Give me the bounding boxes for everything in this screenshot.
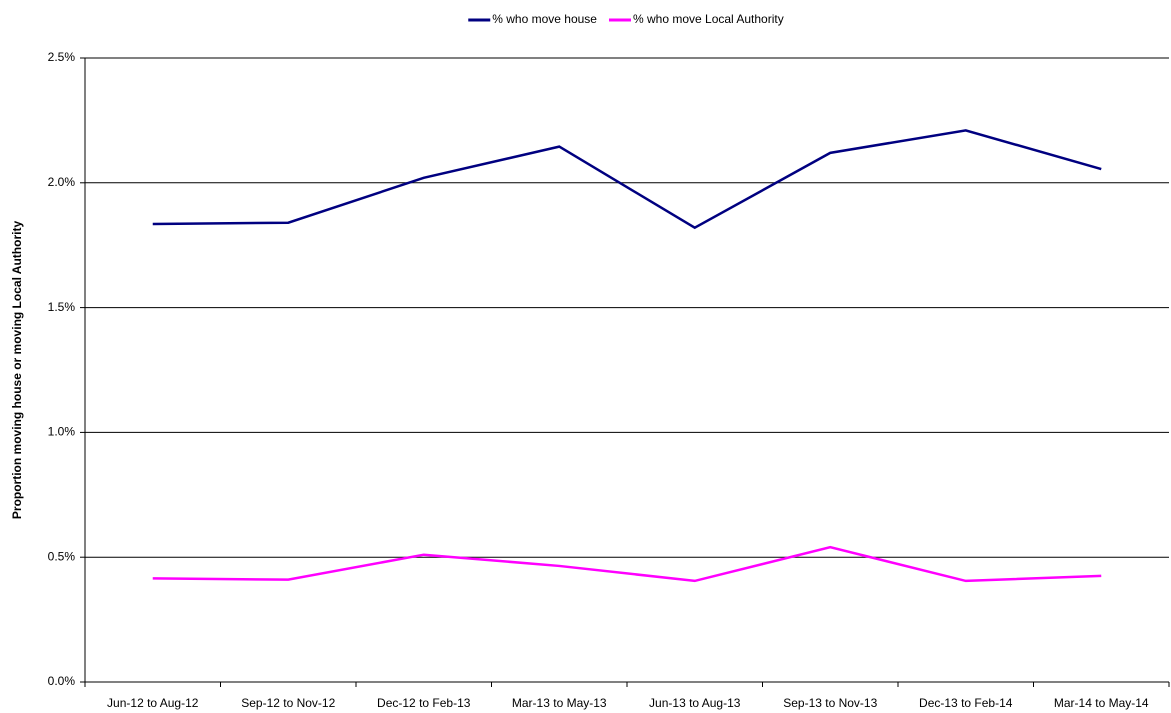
x-tick-label: Jun-13 to Aug-13 [649, 696, 741, 710]
y-tick-label: 0.5% [48, 549, 76, 563]
x-tick-label: Sep-13 to Nov-13 [783, 696, 877, 710]
y-tick-label: 1.0% [48, 425, 76, 439]
y-axis-label: Proportion moving house or moving Local … [10, 221, 24, 520]
x-tick-label: Mar-13 to May-13 [512, 696, 607, 710]
y-tick-label: 2.0% [48, 175, 76, 189]
series-line [152, 129, 1102, 230]
y-tick-label: 0.0% [48, 674, 76, 688]
legend-label: % who move Local Authority [633, 12, 784, 26]
x-tick-label: Dec-12 to Feb-13 [377, 696, 471, 710]
y-tick-label: 1.5% [48, 300, 76, 314]
x-tick-label: Dec-13 to Feb-14 [919, 696, 1013, 710]
legend-label: % who move house [492, 12, 597, 26]
x-tick-label: Sep-12 to Nov-12 [241, 696, 335, 710]
x-tick-label: Jun-12 to Aug-12 [107, 696, 199, 710]
y-tick-label: 2.5% [48, 50, 76, 64]
series-line [152, 545, 1102, 583]
x-tick-label: Mar-14 to May-14 [1054, 696, 1149, 710]
